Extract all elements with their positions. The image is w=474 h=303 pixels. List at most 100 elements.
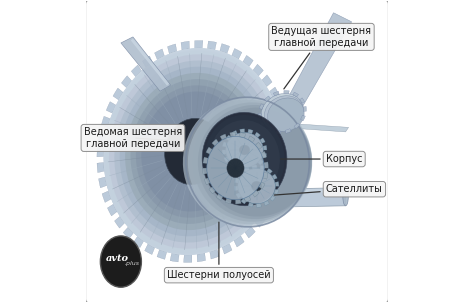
Ellipse shape <box>104 50 281 254</box>
Polygon shape <box>183 255 192 262</box>
Polygon shape <box>202 168 207 174</box>
Polygon shape <box>239 132 246 138</box>
Polygon shape <box>142 56 153 67</box>
Polygon shape <box>226 135 231 141</box>
Polygon shape <box>157 250 167 259</box>
Polygon shape <box>245 167 249 171</box>
Polygon shape <box>259 182 265 189</box>
Polygon shape <box>236 166 241 171</box>
Polygon shape <box>121 76 132 88</box>
Polygon shape <box>270 196 275 201</box>
Ellipse shape <box>141 92 245 211</box>
Polygon shape <box>222 243 232 254</box>
Polygon shape <box>244 196 251 202</box>
Polygon shape <box>264 96 270 102</box>
Polygon shape <box>232 131 237 136</box>
Ellipse shape <box>207 136 264 200</box>
Ellipse shape <box>202 112 287 206</box>
Ellipse shape <box>104 51 280 254</box>
Polygon shape <box>131 65 142 77</box>
Polygon shape <box>167 44 177 54</box>
Polygon shape <box>207 41 217 50</box>
Ellipse shape <box>267 98 304 132</box>
Polygon shape <box>276 176 285 187</box>
Text: Сателлиты: Сателлиты <box>274 184 383 195</box>
Text: avto: avto <box>106 254 129 263</box>
Ellipse shape <box>114 61 272 242</box>
Polygon shape <box>303 106 306 111</box>
Polygon shape <box>274 189 279 194</box>
Polygon shape <box>260 122 265 127</box>
Polygon shape <box>283 146 290 156</box>
Ellipse shape <box>209 120 280 198</box>
Polygon shape <box>255 215 265 227</box>
Polygon shape <box>220 44 229 53</box>
Polygon shape <box>280 161 289 171</box>
Ellipse shape <box>198 105 312 219</box>
Polygon shape <box>255 132 260 138</box>
Polygon shape <box>234 236 244 247</box>
Text: Ведущая шестерня
главной передачи: Ведущая шестерня главной передачи <box>272 26 372 89</box>
Polygon shape <box>272 174 277 179</box>
Ellipse shape <box>227 158 244 178</box>
FancyBboxPatch shape <box>85 0 389 303</box>
Ellipse shape <box>104 48 283 255</box>
Polygon shape <box>133 236 144 248</box>
Polygon shape <box>266 128 272 132</box>
Polygon shape <box>98 132 106 142</box>
Polygon shape <box>223 142 227 147</box>
Ellipse shape <box>100 236 141 287</box>
Polygon shape <box>97 147 104 157</box>
Polygon shape <box>229 162 235 168</box>
Polygon shape <box>275 101 284 112</box>
Ellipse shape <box>238 169 275 204</box>
Ellipse shape <box>104 49 282 255</box>
Ellipse shape <box>104 48 283 255</box>
Polygon shape <box>236 193 241 198</box>
Polygon shape <box>275 182 279 186</box>
Polygon shape <box>123 227 134 239</box>
Text: Корпус: Корпус <box>281 154 363 164</box>
Polygon shape <box>121 37 171 91</box>
Polygon shape <box>288 13 352 108</box>
Polygon shape <box>145 244 155 255</box>
Polygon shape <box>232 48 242 59</box>
Polygon shape <box>263 145 267 150</box>
Polygon shape <box>260 138 265 143</box>
Ellipse shape <box>188 100 312 224</box>
Polygon shape <box>222 150 226 155</box>
Text: Ведомая шестерня
главной передачи: Ведомая шестерня главной передачи <box>84 127 182 149</box>
Polygon shape <box>262 153 266 158</box>
Polygon shape <box>261 151 267 158</box>
Polygon shape <box>258 159 264 165</box>
Ellipse shape <box>125 73 262 230</box>
Polygon shape <box>266 188 345 194</box>
Polygon shape <box>271 190 280 201</box>
Ellipse shape <box>109 54 278 249</box>
Polygon shape <box>203 157 208 164</box>
Polygon shape <box>285 129 291 133</box>
Polygon shape <box>263 172 268 179</box>
Polygon shape <box>301 115 305 121</box>
Polygon shape <box>264 201 269 206</box>
Polygon shape <box>204 178 210 185</box>
Ellipse shape <box>104 48 283 255</box>
Ellipse shape <box>130 79 256 224</box>
Polygon shape <box>269 87 279 99</box>
Polygon shape <box>253 64 264 76</box>
Polygon shape <box>264 203 273 215</box>
Polygon shape <box>293 92 299 97</box>
Polygon shape <box>235 178 239 183</box>
Polygon shape <box>97 162 104 173</box>
Polygon shape <box>248 202 253 207</box>
Polygon shape <box>206 147 212 154</box>
Ellipse shape <box>104 50 281 254</box>
Polygon shape <box>236 199 241 204</box>
Polygon shape <box>252 165 256 169</box>
Polygon shape <box>238 171 243 177</box>
Polygon shape <box>224 157 229 162</box>
Polygon shape <box>265 188 346 207</box>
Polygon shape <box>99 177 107 188</box>
Ellipse shape <box>164 118 222 185</box>
Ellipse shape <box>136 85 251 218</box>
